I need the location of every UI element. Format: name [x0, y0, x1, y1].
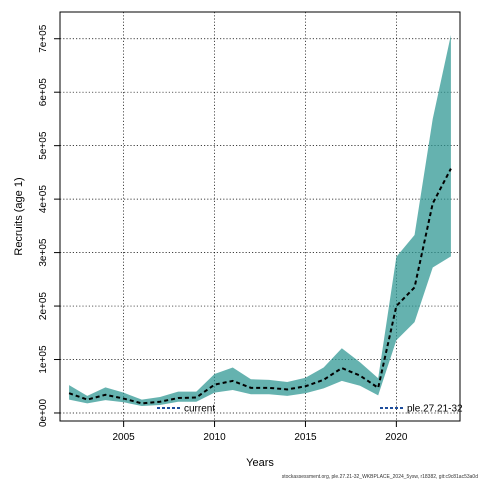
legend-label-stock: ple.27.21-32: [407, 404, 463, 415]
x-tick-label-3: 2020: [385, 432, 408, 443]
y-tick-label-3: 3e+05: [38, 238, 49, 267]
legend: current ple.27.21-32: [157, 404, 463, 415]
y-axis-title: Recruits (age 1): [13, 177, 25, 255]
y-tick-label-0: 0e+00: [38, 399, 49, 428]
grid-lines: [60, 12, 460, 421]
legend-label-current: current: [184, 404, 215, 415]
y-tick-label-4: 4e+05: [38, 185, 49, 214]
plot-frame: [59, 11, 461, 422]
y-tick-label-1: 1e+05: [38, 345, 49, 374]
x-axis-title: Years: [246, 457, 274, 469]
y-axis: 0e+00 1e+05 2e+05 3e+05 4e+05 5e+05 6e+05 7e+05: [38, 24, 60, 427]
series-line-current: [68, 168, 452, 405]
x-tick-label-2: 2015: [294, 432, 317, 443]
x-tick-label-0: 2005: [113, 432, 136, 443]
footnote: stockassessment.org, ple.27.21-32_WKBPLA…: [282, 474, 478, 480]
y-tick-label-7: 7e+05: [38, 24, 49, 53]
y-tick-label-5: 5e+05: [38, 131, 49, 160]
confidence-band: [69, 34, 451, 407]
y-tick-label-6: 6e+05: [38, 78, 49, 107]
x-tick-label-1: 2010: [203, 432, 226, 443]
x-axis: 2005 2010 2015 2020: [113, 421, 408, 443]
y-tick-label-2: 2e+05: [38, 292, 49, 321]
